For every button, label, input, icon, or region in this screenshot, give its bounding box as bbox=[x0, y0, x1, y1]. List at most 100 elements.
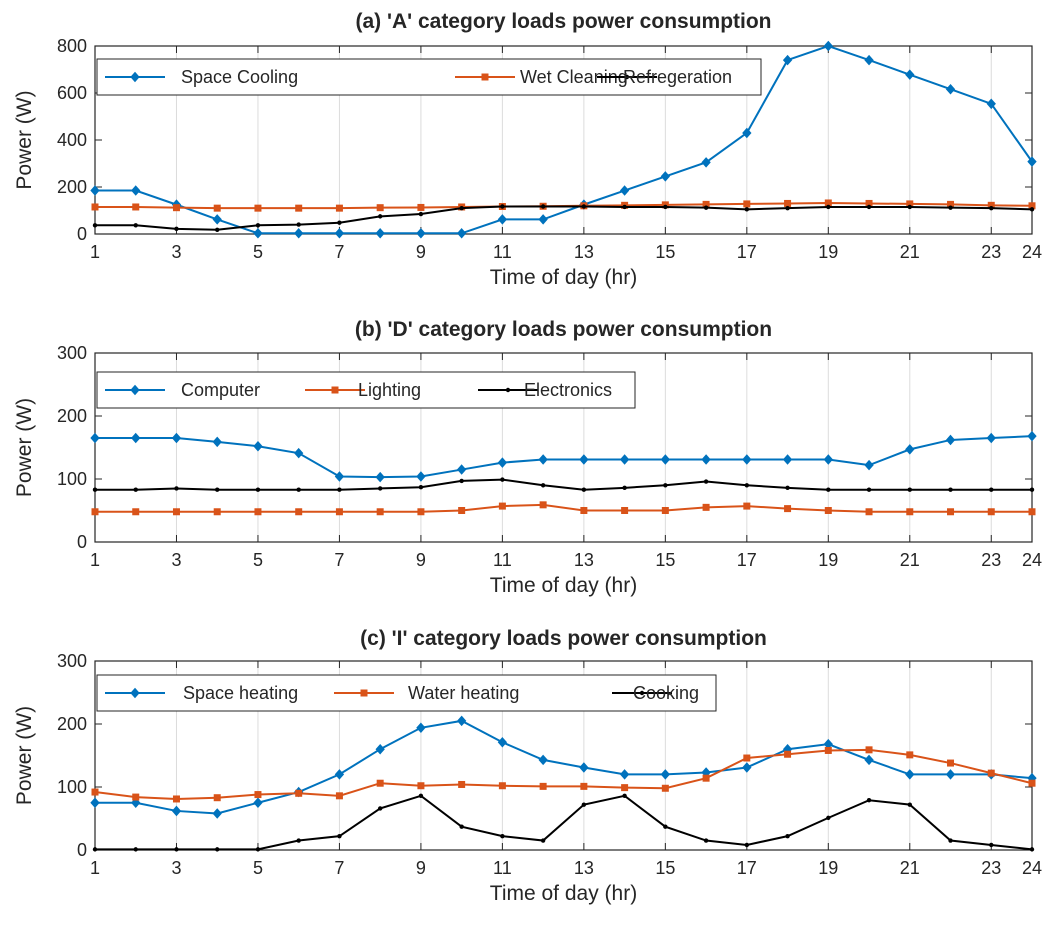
legend-label: Space heating bbox=[183, 683, 298, 703]
square-marker bbox=[295, 204, 303, 212]
diamond-marker bbox=[742, 762, 752, 773]
square-marker bbox=[621, 784, 629, 792]
square-marker bbox=[987, 769, 995, 777]
square-marker bbox=[580, 782, 588, 790]
diamond-marker bbox=[334, 769, 345, 780]
dot-marker bbox=[703, 838, 709, 843]
series-refregeration bbox=[92, 204, 1035, 232]
diamond-marker bbox=[90, 185, 100, 196]
diamond-marker bbox=[416, 228, 426, 239]
square-marker bbox=[743, 754, 751, 762]
square-marker bbox=[417, 203, 425, 211]
square-marker bbox=[172, 508, 180, 516]
square-marker bbox=[254, 791, 262, 799]
diamond-marker bbox=[212, 436, 222, 448]
square-marker bbox=[621, 507, 629, 514]
x-tick-label: 21 bbox=[900, 858, 920, 878]
square-marker bbox=[132, 203, 140, 211]
diamond-marker bbox=[782, 454, 793, 465]
square-marker bbox=[376, 204, 384, 212]
square-marker bbox=[458, 507, 466, 514]
x-tick-label: 3 bbox=[171, 242, 181, 262]
x-tick-label: 11 bbox=[493, 242, 512, 262]
diamond-marker bbox=[171, 432, 182, 444]
diamond-marker bbox=[375, 228, 385, 239]
x-tick-label: 19 bbox=[818, 858, 838, 878]
square-marker bbox=[824, 507, 832, 514]
square-marker bbox=[254, 508, 262, 516]
dot-marker bbox=[215, 487, 220, 492]
square-marker bbox=[784, 199, 792, 207]
y-tick-label: 100 bbox=[57, 777, 87, 797]
x-tick-label: 11 bbox=[493, 858, 512, 878]
diamond-marker bbox=[253, 440, 263, 452]
diamond-marker bbox=[416, 722, 426, 734]
square-marker bbox=[481, 73, 489, 81]
dot-marker bbox=[581, 204, 587, 209]
dot-marker bbox=[581, 802, 587, 807]
dot-marker bbox=[744, 207, 750, 212]
y-tick-label: 300 bbox=[57, 651, 87, 671]
dot-marker bbox=[505, 387, 511, 393]
series-line bbox=[95, 44, 1033, 235]
diamond-marker bbox=[497, 214, 508, 225]
diamond-marker bbox=[823, 40, 833, 52]
y-tick-label: 600 bbox=[57, 83, 87, 103]
diamond-marker bbox=[456, 228, 467, 239]
dot-marker bbox=[500, 204, 505, 209]
dot-marker bbox=[1029, 207, 1035, 212]
legend-label: Computer bbox=[181, 380, 260, 400]
x-tick-label: 17 bbox=[737, 858, 757, 878]
square-marker bbox=[580, 507, 588, 514]
diamond-marker bbox=[171, 805, 182, 817]
square-marker bbox=[331, 386, 339, 394]
legend-item: Refregeration bbox=[597, 67, 732, 87]
diamond-marker bbox=[538, 754, 548, 766]
dot-marker bbox=[174, 486, 179, 491]
x-axis-label: Time of day (hr) bbox=[490, 882, 637, 905]
diamond-marker bbox=[701, 454, 711, 465]
square-marker bbox=[376, 779, 384, 787]
series-line bbox=[95, 719, 1033, 815]
square-marker bbox=[906, 508, 914, 516]
diamond-marker bbox=[131, 432, 141, 444]
diamond-marker bbox=[864, 754, 874, 766]
dot-marker bbox=[826, 815, 831, 821]
x-tick-label: 23 bbox=[981, 858, 1001, 878]
dot-marker bbox=[92, 847, 98, 852]
dot-marker bbox=[459, 824, 464, 829]
dot-marker bbox=[948, 487, 953, 492]
series-line bbox=[95, 794, 1033, 851]
x-tick-label: 23 bbox=[981, 550, 1001, 570]
diamond-marker bbox=[782, 54, 793, 66]
dot-marker bbox=[948, 838, 953, 843]
x-tick-label: 7 bbox=[334, 858, 344, 878]
square-marker bbox=[213, 508, 221, 516]
diamond-marker bbox=[660, 769, 671, 780]
dot-marker bbox=[948, 205, 953, 210]
x-axis-label: Time of day (hr) bbox=[490, 574, 637, 597]
diamond-marker bbox=[538, 214, 548, 225]
square-marker bbox=[987, 508, 995, 516]
diamond-marker bbox=[456, 715, 467, 727]
square-marker bbox=[784, 750, 792, 758]
axes-box bbox=[94, 660, 1033, 851]
square-marker bbox=[539, 501, 547, 509]
dot-marker bbox=[500, 833, 505, 839]
diamond-marker bbox=[375, 471, 385, 483]
chart-title: (b) 'D' category loads power consumption bbox=[355, 318, 772, 341]
series-electronics bbox=[92, 477, 1035, 492]
chart-title: (c) 'I' category loads power consumption bbox=[360, 627, 767, 650]
square-marker bbox=[335, 508, 343, 516]
diamond-marker bbox=[294, 228, 304, 239]
dot-marker bbox=[989, 842, 994, 848]
dot-marker bbox=[1029, 847, 1035, 852]
dot-marker bbox=[907, 204, 912, 210]
square-marker bbox=[335, 204, 343, 212]
legend-box bbox=[96, 58, 762, 96]
square-marker bbox=[498, 502, 506, 510]
x-tick-label: 15 bbox=[655, 858, 675, 878]
y-axis-label: Power (W) bbox=[13, 90, 36, 189]
diamond-marker bbox=[742, 127, 752, 139]
